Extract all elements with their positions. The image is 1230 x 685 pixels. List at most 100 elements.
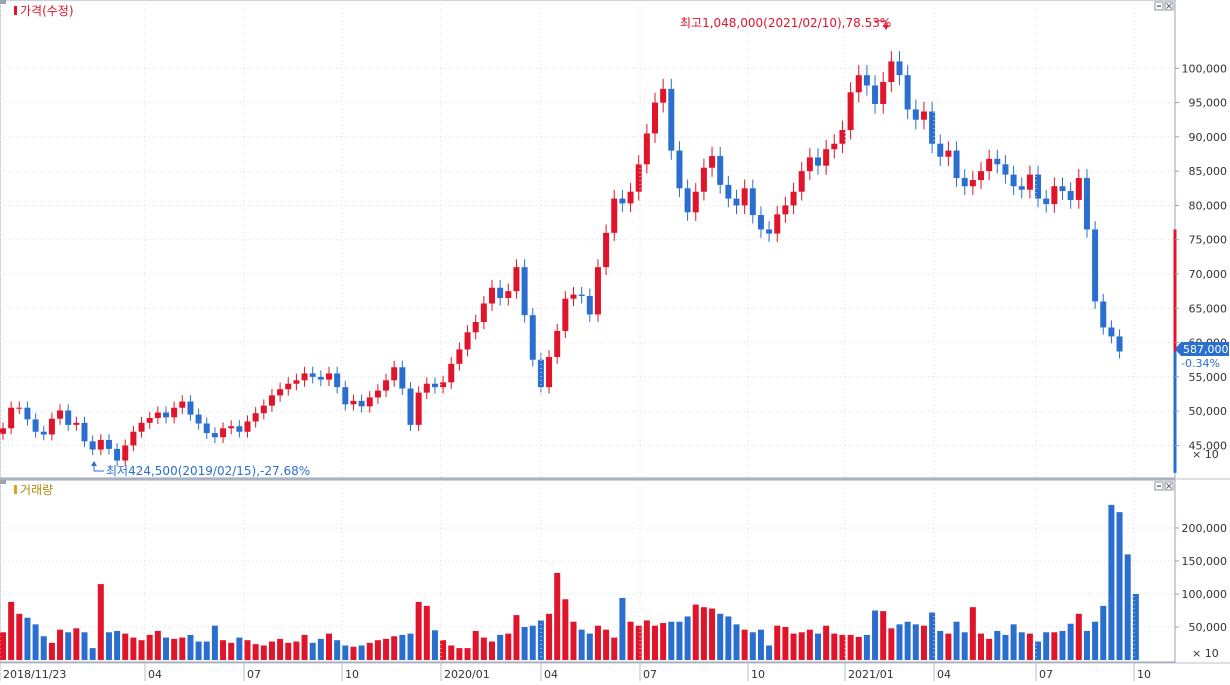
volume-bar [244, 640, 251, 660]
candle [1010, 165, 1017, 196]
candle [24, 401, 31, 426]
candle [774, 205, 781, 242]
volume-bar [749, 632, 756, 660]
candle [285, 377, 292, 396]
volume-bar [912, 624, 919, 660]
candle [961, 169, 968, 196]
volume-bar [546, 613, 553, 660]
candle [969, 171, 976, 196]
candle [1092, 221, 1099, 309]
candle [855, 64, 862, 103]
low-annotation: 최저424,500(2019/02/15),-27.68% [106, 464, 310, 478]
candle [594, 259, 601, 322]
volume-bar [1043, 632, 1050, 660]
volume-bar [1026, 633, 1033, 660]
volume-bar [937, 630, 944, 660]
volume-bar [81, 632, 88, 660]
volume-bar [774, 625, 781, 660]
candle [268, 389, 275, 412]
volume-bar [138, 640, 145, 660]
candle [684, 179, 691, 221]
volume-bar [0, 632, 6, 660]
volume-bar [953, 621, 960, 660]
candle [1100, 293, 1107, 335]
candle [65, 404, 72, 431]
candle [431, 377, 438, 394]
volume-bar [366, 642, 373, 660]
candle [635, 155, 642, 201]
candle [8, 401, 15, 435]
candle [1116, 329, 1123, 359]
volume-bar [326, 633, 332, 660]
volume-bar [1108, 504, 1115, 660]
candle [1043, 189, 1050, 213]
volume-bar [660, 623, 667, 660]
candle [301, 366, 308, 387]
candle [16, 401, 23, 414]
volume-bar [888, 628, 895, 660]
volume-panel-corner-icon [0, 480, 6, 484]
candle [888, 51, 895, 93]
volume-bar [863, 634, 870, 660]
candle [366, 391, 373, 413]
volume-y-tick-label: 100,000 [1182, 588, 1228, 601]
volume-panel-close-button[interactable] [1164, 481, 1174, 491]
volume-bar [171, 638, 178, 660]
x-tick-label: 07 [247, 668, 261, 681]
candle [73, 416, 80, 431]
candle [203, 417, 210, 440]
volume-bar [301, 634, 308, 660]
candle [480, 296, 487, 330]
volume-bar [374, 640, 381, 660]
volume-panel-minimize-button[interactable] [1154, 481, 1164, 491]
candle [880, 71, 887, 114]
candle [578, 287, 585, 304]
candle [236, 420, 243, 438]
candles-group [0, 51, 1177, 473]
candle [195, 408, 202, 430]
volume-bar [187, 634, 194, 660]
candle [220, 422, 227, 444]
volume-bar [929, 612, 936, 660]
volume-bar [1116, 512, 1123, 660]
candle [546, 350, 553, 394]
candle [171, 401, 178, 424]
candle [1108, 320, 1115, 344]
x-tick-label: 07 [1039, 668, 1053, 681]
volume-bar [823, 625, 830, 660]
volume-bar [130, 637, 137, 660]
volume-bar [8, 601, 15, 660]
price-y-axis: 100,000 95,000 90,000 85,000 80,000 75,000 70,… [1175, 62, 1227, 452]
volume-bar [1124, 554, 1131, 660]
price-panel-close-button[interactable] [1164, 1, 1174, 11]
candle [529, 307, 536, 367]
volume-bar [358, 645, 365, 660]
volume-bar [220, 640, 227, 660]
volume-bar [24, 617, 31, 660]
x-tick-label: 10 [1137, 668, 1151, 681]
volume-bar [309, 642, 316, 660]
price-panel-minimize-button[interactable] [1154, 1, 1164, 11]
candle [211, 427, 218, 444]
volume-bar [1051, 632, 1058, 660]
volume-bar [480, 637, 487, 660]
candle [619, 189, 626, 213]
candle [554, 323, 561, 364]
candle [823, 139, 830, 175]
volume-title-marker-icon [14, 485, 17, 494]
high-annotation: 최고1,048,000(2021/02/10),78.53% [680, 16, 891, 30]
volume-bar [594, 625, 601, 660]
volume-bar [969, 607, 976, 660]
candle [497, 280, 504, 306]
candle [146, 411, 153, 429]
volume-bar [904, 621, 911, 660]
volume-bar [1100, 605, 1107, 660]
candle [757, 206, 764, 238]
candle [407, 382, 414, 431]
volume-bar [725, 616, 732, 660]
candle [383, 373, 390, 397]
volume-bar [1083, 630, 1090, 660]
x-tick-label: 2018/11/23 [3, 668, 66, 681]
price-y-tick-label: 85,000 [1189, 165, 1228, 178]
